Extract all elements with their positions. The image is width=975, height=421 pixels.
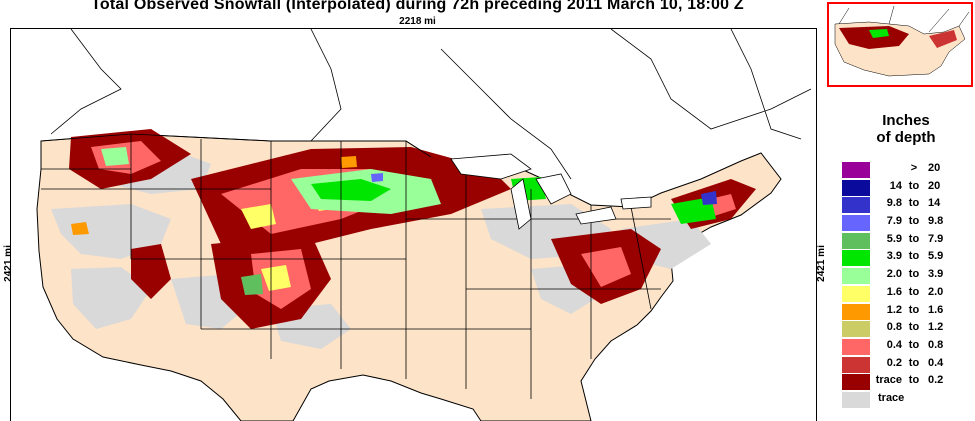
legend-swatch: [842, 391, 870, 408]
legend-connector: to: [908, 179, 920, 192]
legend-row: trace to 0.2: [842, 373, 975, 391]
legend-connector: to: [908, 285, 920, 298]
legend-row: 0.8 to 1.2: [842, 320, 975, 338]
legend-title-line2: of depth: [876, 129, 936, 146]
legend-swatch: [842, 356, 870, 373]
overview-inset-map[interactable]: [827, 2, 973, 87]
legend-high-label: 2.0: [928, 285, 944, 298]
legend-row: >20: [842, 161, 975, 179]
legend-low-label: 0.2: [886, 356, 902, 369]
legend-low-label: 14: [889, 179, 902, 192]
legend-row: 7.9 to 9.8: [842, 214, 975, 232]
legend-connector: to: [908, 338, 920, 351]
legend-swatch: [842, 232, 870, 249]
legend-row: 3.9 to 5.9: [842, 249, 975, 267]
height-dimension-label-right: 2421 mi: [815, 245, 827, 282]
map-title: Total Observed Snowfall (Interpolated) d…: [91, 0, 744, 13]
snowfall-map[interactable]: [10, 28, 817, 421]
legend-low-label: 9.8: [886, 197, 902, 210]
canada-outline: [50, 29, 812, 180]
legend-swatch: [842, 338, 870, 355]
inset-snow-east: [929, 30, 957, 48]
legend-row: 2.0 to 3.9: [842, 267, 975, 285]
inset-snow-green: [869, 29, 889, 38]
legend-swatch: [842, 303, 870, 320]
legend: >20 14 to 20 9.8 to 14 7.9 to 9.8 5.9 to 7.9 3.9 to 5.9…: [842, 161, 975, 409]
legend-connector: to: [908, 374, 920, 387]
legend-high-label: 9.8: [928, 215, 944, 228]
legend-title-line1: Inches: [882, 112, 930, 129]
legend-low-label: 1.2: [886, 303, 902, 316]
inset-canada: [838, 5, 970, 33]
legend-high-label: 1.6: [928, 303, 944, 316]
legend-label: trace: [878, 391, 905, 404]
great-lakes: [450, 153, 652, 230]
legend-row: 9.8 to 14: [842, 196, 975, 214]
legend-low-label: 5.9: [886, 232, 902, 245]
legend-row: 5.9 to 7.9: [842, 232, 975, 250]
legend-high-label: 7.9: [928, 232, 944, 245]
legend-swatch: [842, 162, 870, 178]
legend-high-label: 0.2: [928, 374, 944, 387]
legend-low-label: 7.9: [886, 215, 902, 228]
legend-swatch: [842, 179, 870, 196]
legend-high-label: 20: [928, 162, 941, 174]
legend-high-label: 3.9: [928, 268, 944, 281]
snow-band-blue: [71, 156, 717, 235]
legend-swatch: [842, 197, 870, 214]
legend-high-label: 0.4: [928, 356, 944, 369]
legend-swatch: [842, 250, 870, 267]
legend-connector: >: [910, 162, 918, 174]
legend-high-label: 5.9: [928, 250, 944, 263]
legend-row: 0.4 to 0.8: [842, 338, 975, 356]
legend-row: trace: [842, 391, 975, 409]
legend-connector: to: [908, 197, 920, 210]
width-dimension-label: 2218 mi: [399, 16, 436, 27]
legend-low-label: trace: [875, 374, 902, 387]
legend-connector: to: [908, 268, 920, 281]
legend-row: 14 to 20: [842, 179, 975, 197]
legend-low-label: 0.4: [886, 338, 902, 351]
legend-connector: to: [908, 303, 920, 316]
legend-low-label: 2.0: [886, 268, 902, 281]
legend-row: 0.2 to 0.4: [842, 356, 975, 374]
inset-canvas: [834, 5, 970, 77]
legend-high-label: 0.8: [928, 338, 944, 351]
legend-swatch: [842, 268, 870, 285]
legend-high-label: 14: [928, 197, 941, 210]
state-borders: [40, 133, 671, 399]
legend-title: Inches of depth: [846, 112, 966, 146]
legend-low-label: 0.8: [886, 321, 902, 334]
legend-connector: to: [908, 250, 920, 263]
legend-low-label: 3.9: [886, 250, 902, 263]
legend-row: 1.2 to 1.6: [842, 303, 975, 321]
legend-swatch: [842, 285, 870, 302]
legend-high-label: 1.2: [928, 321, 944, 334]
legend-swatch: [842, 374, 870, 391]
legend-low-label: 1.6: [886, 285, 902, 298]
map-canvas: [36, 29, 812, 421]
legend-connector: to: [908, 321, 920, 334]
legend-swatch: [842, 215, 870, 232]
legend-swatch: [842, 321, 870, 338]
legend-high-label: 20: [928, 179, 941, 192]
legend-connector: to: [908, 232, 920, 245]
legend-connector: to: [908, 215, 920, 228]
legend-row: 1.6 to 2.0: [842, 285, 975, 303]
legend-connector: to: [908, 356, 920, 369]
